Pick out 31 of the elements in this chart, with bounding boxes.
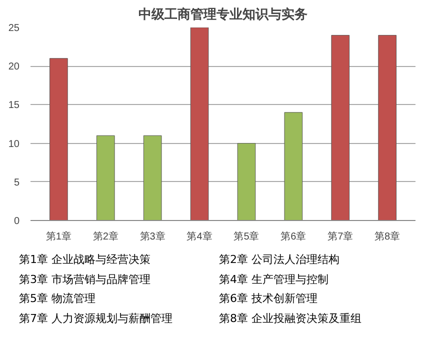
x-tick-label: 第4章 bbox=[186, 230, 212, 242]
x-tick-label: 第6章 bbox=[280, 230, 306, 242]
bar bbox=[331, 34, 350, 220]
x-tick-label: 第3章 bbox=[140, 230, 166, 242]
text: 第3章 市场营销与品牌管理 bbox=[19, 272, 152, 288]
x-tick-label: 第1章 bbox=[46, 230, 72, 242]
text: 第1章 企业战略与经营决策 bbox=[19, 252, 152, 268]
text: 第4章 生产管理与控制 bbox=[219, 272, 330, 288]
bar bbox=[378, 34, 396, 220]
bar bbox=[284, 112, 303, 220]
x-tick-label: 第8章 bbox=[374, 230, 400, 242]
y-tick-label: 10 bbox=[8, 138, 20, 150]
x-tick-label: 第5章 bbox=[234, 230, 260, 242]
bar bbox=[190, 28, 209, 220]
text: 第5章 物流管理 bbox=[19, 291, 96, 308]
x-tick-label: 第7章 bbox=[328, 230, 354, 242]
x-tick-label: 第2章 bbox=[92, 230, 118, 242]
y-tick-label: 25 bbox=[8, 23, 20, 34]
text: 第8章 企业投融资决策及重组 bbox=[219, 311, 362, 328]
y-tick-label: 5 bbox=[14, 177, 20, 188]
bar bbox=[143, 135, 162, 220]
text: 第2章 公司法人治理结构 bbox=[219, 252, 340, 268]
bar bbox=[237, 143, 256, 220]
bar bbox=[96, 135, 115, 220]
y-tick-label: 15 bbox=[8, 100, 20, 112]
text: 第7章 人力资源规划与薪酬管理 bbox=[19, 311, 174, 328]
text: 第6章 技术创新管理 bbox=[219, 291, 318, 308]
chart-title: 中级工商管理专业知识与实务 bbox=[138, 6, 308, 22]
y-tick-label: 0 bbox=[14, 216, 20, 227]
y-tick-label: 20 bbox=[8, 62, 20, 73]
bar bbox=[50, 58, 68, 220]
